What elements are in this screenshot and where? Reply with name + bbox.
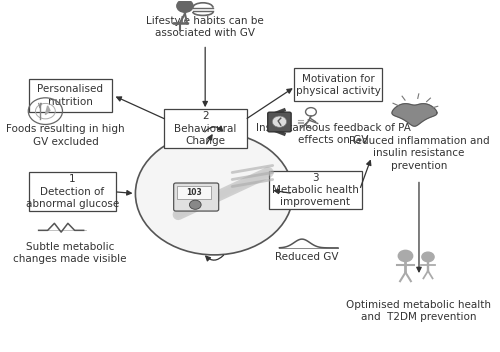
Text: Reduced inflammation and
insulin resistance
prevention: Reduced inflammation and insulin resista… — [348, 136, 490, 171]
FancyBboxPatch shape — [28, 79, 112, 112]
Circle shape — [190, 200, 201, 209]
FancyBboxPatch shape — [294, 68, 382, 101]
Polygon shape — [46, 106, 50, 115]
Text: 103: 103 — [186, 188, 202, 197]
Circle shape — [422, 252, 434, 262]
Text: Motivation for
physical activity: Motivation for physical activity — [296, 74, 380, 96]
Text: Instantaneous feedback of PA
effects on GV: Instantaneous feedback of PA effects on … — [256, 123, 411, 145]
Circle shape — [272, 116, 286, 127]
Text: Optimised metabolic health
and  T2DM prevention: Optimised metabolic health and T2DM prev… — [346, 300, 492, 322]
Circle shape — [398, 250, 412, 262]
Text: Reduced GV: Reduced GV — [274, 252, 338, 262]
Circle shape — [136, 132, 293, 255]
FancyBboxPatch shape — [270, 171, 362, 209]
FancyBboxPatch shape — [164, 109, 247, 148]
FancyBboxPatch shape — [174, 183, 218, 211]
Text: Foods resulting in high
GV excluded: Foods resulting in high GV excluded — [6, 125, 125, 147]
Text: 1
Detection of
abnormal glucose: 1 Detection of abnormal glucose — [26, 174, 119, 209]
Text: 2
Behavioural
Change: 2 Behavioural Change — [174, 111, 236, 146]
Text: 3
Metabolic health
improvement: 3 Metabolic health improvement — [272, 172, 359, 207]
Text: Subtle metabolic
changes made visible: Subtle metabolic changes made visible — [14, 242, 127, 264]
Text: Personalised
nutrition: Personalised nutrition — [37, 84, 103, 107]
Text: Lifestyle habits can be
associated with GV: Lifestyle habits can be associated with … — [146, 16, 264, 38]
Polygon shape — [392, 104, 437, 126]
FancyBboxPatch shape — [268, 112, 291, 132]
FancyBboxPatch shape — [28, 172, 117, 211]
Circle shape — [177, 0, 193, 12]
FancyBboxPatch shape — [178, 186, 210, 200]
